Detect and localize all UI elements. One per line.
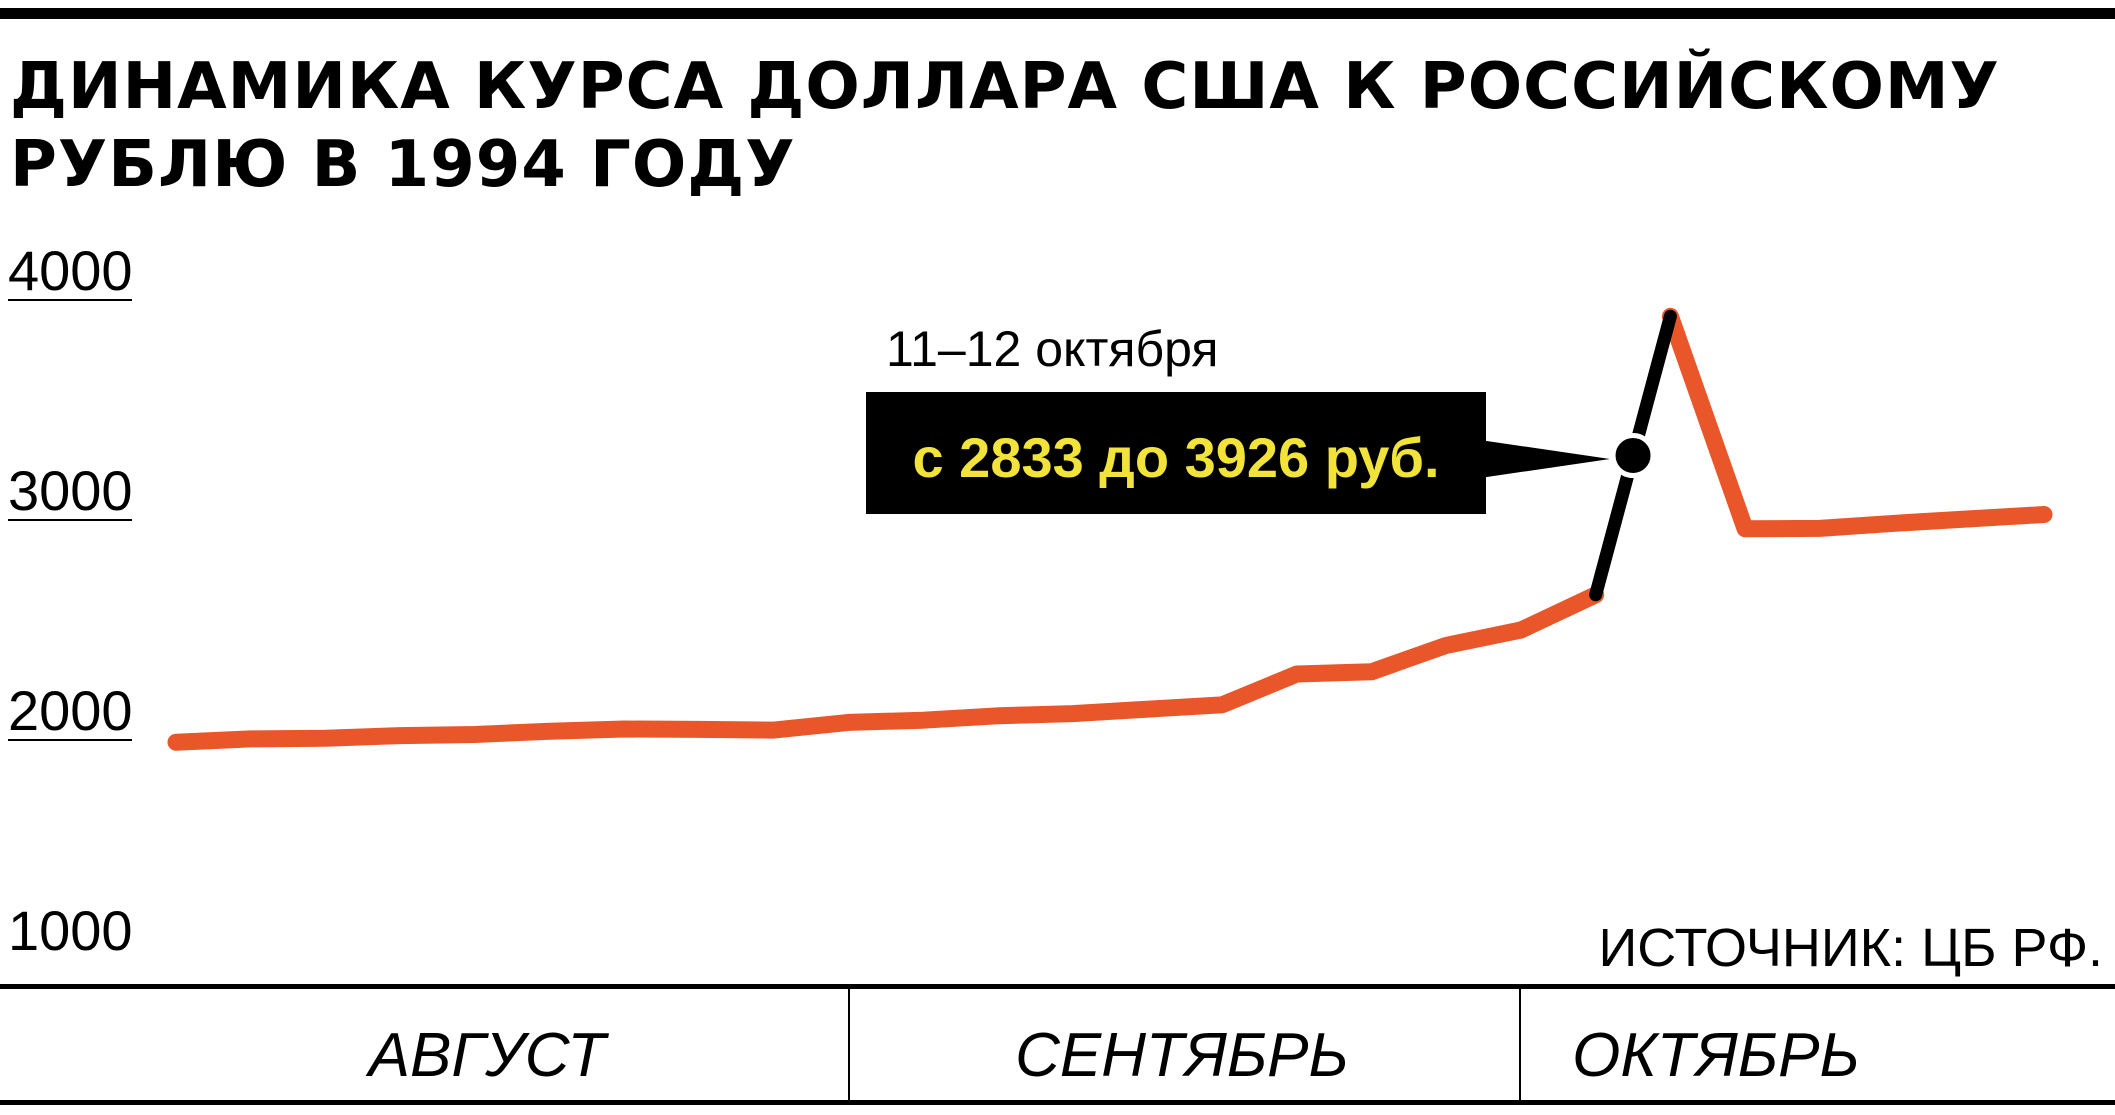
chart-title-line-2: РУБЛЮ В 1994 ГОДУ [10,128,796,202]
month-label-august: АВГУСТ [365,1021,610,1090]
month-divider-1 [848,989,850,1100]
month-band-bottom-rule [0,1100,2115,1105]
series-layer [167,307,2053,751]
highlight-marker [1610,433,1656,479]
series-line [167,586,1605,751]
annotation-box [866,392,1486,514]
series-line [1661,307,2053,538]
y-tick-label: 4000 [8,239,133,302]
annotation-pointer [1480,440,1610,478]
y-tick-label: 2000 [8,679,133,742]
top-rule [0,8,2115,19]
month-label-october: ОКТЯБРЬ [1572,1021,1860,1090]
month-label-september: СЕНТЯБРЬ [1015,1021,1349,1090]
y-tick-label: 3000 [8,459,133,522]
y-axis: 4000 3000 2000 1000 [8,239,133,962]
annotation-date: 11–12 октября [886,321,1218,377]
month-divider-2 [1519,989,1521,1100]
chart-title-line-1: ДИНАМИКА КУРСА ДОЛЛАРА США К РОССИЙСКОМУ [10,48,2000,124]
month-band-top-rule [0,984,2115,989]
source-note: ИСТОЧНИК: ЦБ РФ. [1598,918,2103,978]
annotation-value: с 2833 до 3926 руб. [912,426,1439,489]
annotation: 11–12 октября с 2833 до 3926 руб. [866,321,1610,514]
y-tick-label: 1000 [8,899,133,962]
